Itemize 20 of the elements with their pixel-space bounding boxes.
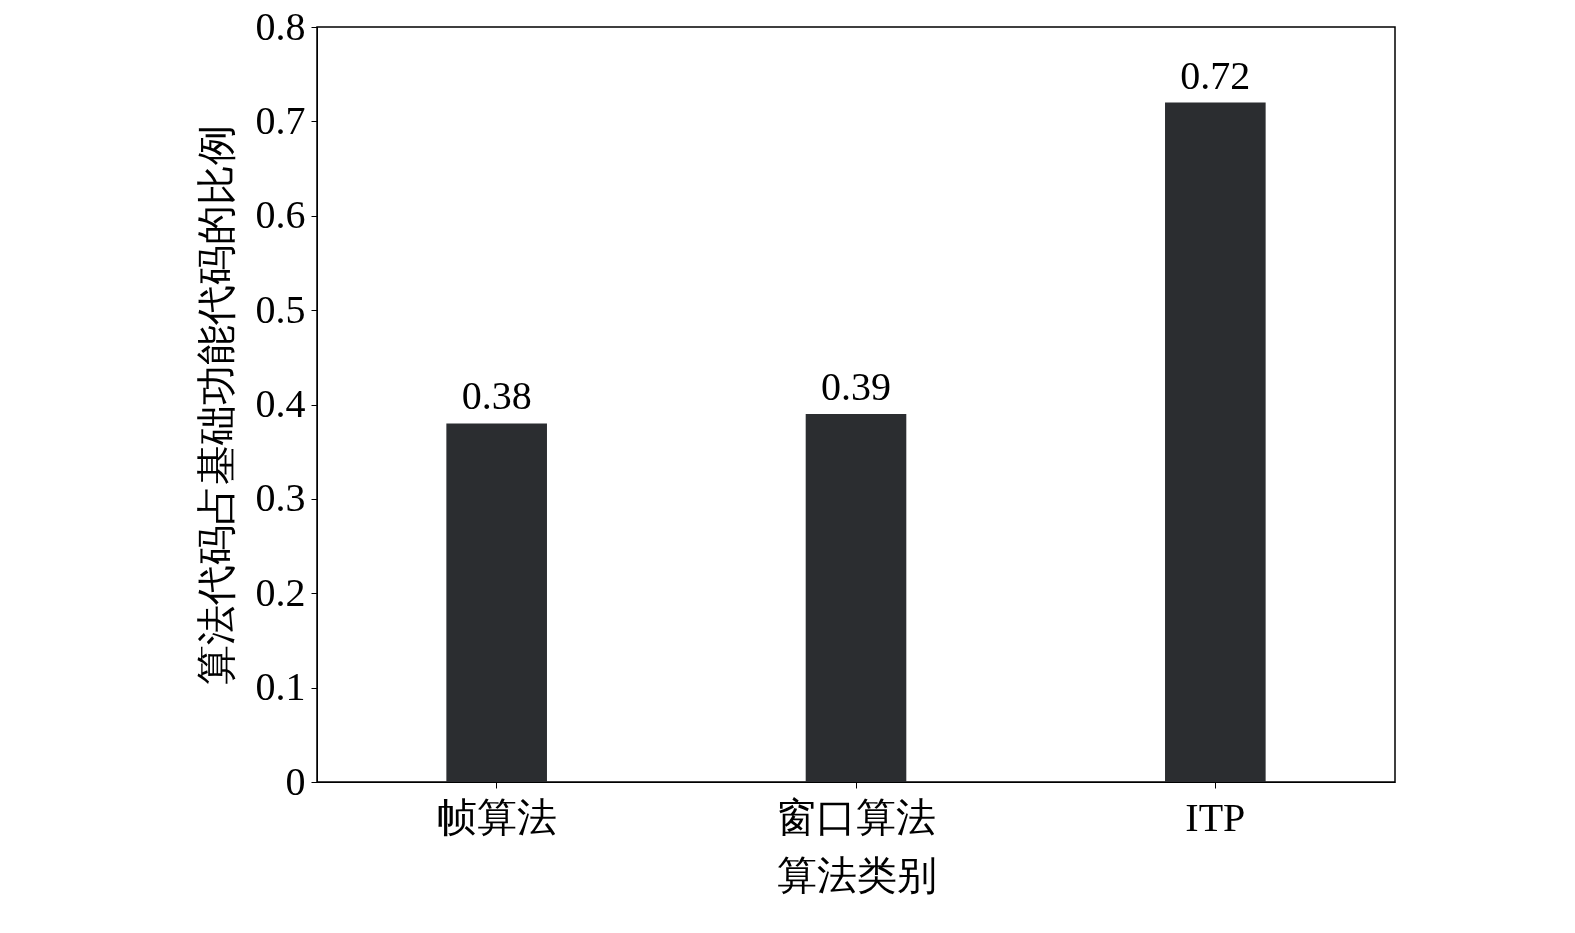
y-tick-label: 0.2 bbox=[255, 569, 306, 615]
y-tick-label: 0.6 bbox=[255, 192, 306, 238]
y-tick-label: 0.4 bbox=[255, 381, 306, 426]
bar bbox=[1165, 102, 1266, 782]
data-label: 0.72 bbox=[1180, 52, 1251, 98]
x-tick-label: ITP bbox=[1185, 794, 1246, 840]
y-tick-label: 0.3 bbox=[255, 475, 306, 521]
x-tick-label: 帧算法 bbox=[436, 794, 557, 840]
y-tick-label: 0.8 bbox=[255, 3, 306, 49]
y-tick-label: 0.7 bbox=[255, 97, 306, 143]
data-label: 0.39 bbox=[821, 363, 891, 409]
y-tick-label: 0.5 bbox=[255, 286, 306, 332]
y-tick-label: 0.1 bbox=[255, 664, 306, 710]
x-tick-label: 窗口算法 bbox=[776, 794, 936, 840]
bar bbox=[446, 423, 547, 782]
bar bbox=[805, 413, 907, 782]
y-tick-label: 0 bbox=[285, 758, 306, 804]
data-label: 0.38 bbox=[461, 373, 532, 419]
x-axis-title: 算法类别 bbox=[776, 852, 937, 898]
y-axis-title: 算法代码占基础功能代码的比例 bbox=[193, 125, 239, 685]
